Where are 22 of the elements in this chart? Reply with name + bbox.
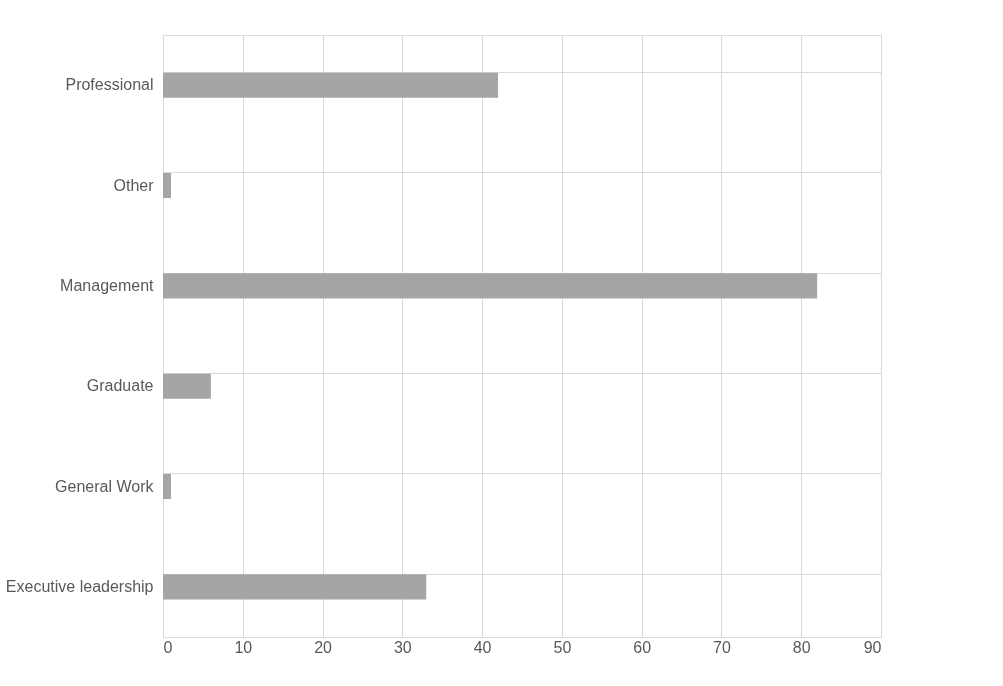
y-tick-label: Professional <box>65 76 154 94</box>
x-tick-label: 0 <box>163 638 173 656</box>
y-tick-label: Other <box>113 176 155 194</box>
x-tick-label: 40 <box>473 638 492 656</box>
x-tick-label: 30 <box>393 638 412 656</box>
y-tick-label: General Work <box>55 477 155 495</box>
x-tick-label: 90 <box>863 638 882 656</box>
x-tick-label: 70 <box>713 638 731 656</box>
y-tick-label: Management <box>60 276 155 294</box>
y-tick-label: Executive leadership <box>5 577 154 595</box>
x-tick-label: 80 <box>792 638 811 656</box>
y-tick-label: Graduate <box>86 377 154 395</box>
x-tick-label: 20 <box>314 638 333 656</box>
x-tick-label: 60 <box>633 638 652 656</box>
bar <box>163 473 171 500</box>
bar <box>163 373 211 399</box>
x-tick-label: 10 <box>234 638 253 656</box>
bar <box>163 172 171 199</box>
bar <box>163 574 427 600</box>
x-tick-label: 50 <box>553 638 572 656</box>
bar <box>163 273 818 299</box>
bar <box>163 72 499 98</box>
